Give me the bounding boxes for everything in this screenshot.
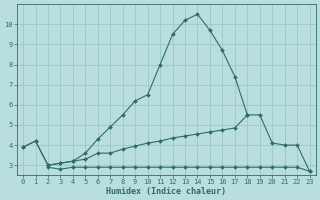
X-axis label: Humidex (Indice chaleur): Humidex (Indice chaleur) [106, 187, 226, 196]
